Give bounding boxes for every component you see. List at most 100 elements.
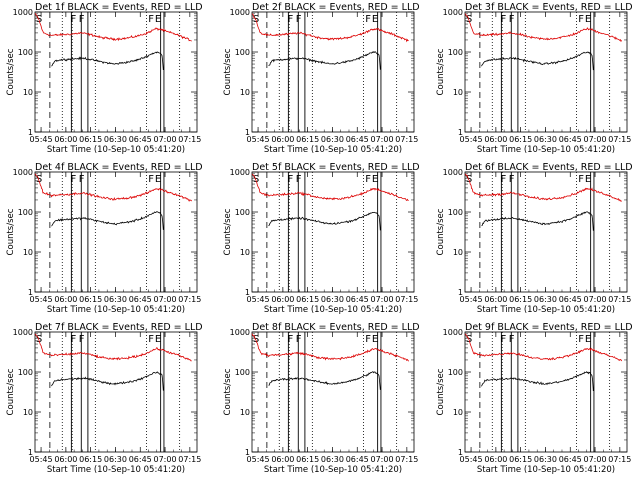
x-tick-label: 07:00 <box>584 295 607 304</box>
x-axis-label: Start Time (10-Sep-10 05:41:20) <box>47 305 185 315</box>
x-tick-label: 06:00 <box>54 135 77 144</box>
y-tick-label: 1000 <box>230 8 250 17</box>
panel-title: Det 5f BLACK = Events, RED = LLD <box>252 162 420 173</box>
flag-label: F <box>288 14 294 25</box>
series-line-lld <box>251 333 410 362</box>
series-line-events <box>481 371 594 392</box>
y-tick-label: 10 <box>240 408 250 417</box>
series-line-lld <box>34 333 192 362</box>
x-tick-label: 05:45 <box>30 455 53 464</box>
series-line-events <box>481 211 594 231</box>
panel-title: Det 8f BLACK = Events, RED = LLD <box>252 322 420 333</box>
x-tick-label: 06:45 <box>559 455 582 464</box>
x-axis-label: Start Time (10-Sep-10 05:41:20) <box>477 145 615 155</box>
panel-title: Det 7f BLACK = Events, RED = LLD <box>35 322 203 333</box>
flag-label: F <box>578 174 584 185</box>
x-tick-label: 07:00 <box>154 135 177 144</box>
y-tick-label: 10 <box>23 408 33 417</box>
y-tick-label: 1 <box>28 288 33 297</box>
x-tick-label: 06:00 <box>271 295 294 304</box>
plot-frame <box>251 171 415 293</box>
series-line-lld <box>251 13 409 43</box>
y-tick-label: 10 <box>240 248 250 257</box>
series-line-events <box>268 371 381 390</box>
plot-frame <box>464 11 628 133</box>
x-tick-label: 07:00 <box>371 295 394 304</box>
series-line-lld <box>464 333 623 362</box>
x-axis-label: Start Time (10-Sep-10 05:41:20) <box>47 145 185 155</box>
x-axis-label: Start Time (10-Sep-10 05:41:20) <box>264 305 402 315</box>
x-axis-label: Start Time (10-Sep-10 05:41:20) <box>264 465 402 475</box>
series-line-lld <box>34 173 193 202</box>
flag-label: F <box>501 334 507 345</box>
y-tick-label: 100 <box>448 48 463 57</box>
x-axis-label: Start Time (10-Sep-10 05:41:20) <box>47 465 185 475</box>
flag-label: E <box>155 334 161 345</box>
y-tick-label: 1 <box>28 128 33 137</box>
series-line-events <box>268 51 381 70</box>
x-axis-label: Start Time (10-Sep-10 05:41:20) <box>477 305 615 315</box>
plot-frame <box>34 11 198 133</box>
y-tick-label: 100 <box>18 48 33 57</box>
x-tick-label: 07:00 <box>154 295 177 304</box>
x-tick-label: 06:15 <box>509 135 532 144</box>
series-line-events <box>51 371 164 391</box>
x-tick-label: 05:45 <box>247 135 270 144</box>
x-tick-label: 07:00 <box>154 455 177 464</box>
y-axis-label: Counts/sec <box>6 48 16 95</box>
y-tick-label: 1 <box>245 128 250 137</box>
series-line-events <box>51 51 164 71</box>
x-tick-label: 06:15 <box>509 455 532 464</box>
plot-frame <box>34 331 198 453</box>
flag-label: E <box>585 174 591 185</box>
x-tick-label: 06:30 <box>534 455 557 464</box>
x-tick-label: 06:15 <box>79 455 102 464</box>
y-axis-label: Counts/sec <box>436 48 446 95</box>
flag-label: F <box>288 334 294 345</box>
x-tick-label: 05:45 <box>30 135 53 144</box>
flag-label: F <box>148 14 154 25</box>
y-axis-label: Counts/sec <box>436 368 446 415</box>
y-tick-label: 100 <box>235 208 250 217</box>
panel-title: Det 1f BLACK = Events, RED = LLD <box>35 2 203 13</box>
y-tick-label: 1000 <box>443 168 463 177</box>
x-tick-label: 05:45 <box>30 295 53 304</box>
y-tick-label: 10 <box>240 88 250 97</box>
x-tick-label: 05:45 <box>460 455 483 464</box>
flag-label: F <box>71 174 77 185</box>
y-tick-label: 1 <box>458 128 463 137</box>
x-tick-label: 07:15 <box>608 455 631 464</box>
y-tick-label: 10 <box>453 88 463 97</box>
x-tick-label: 06:30 <box>104 295 127 304</box>
plot-frame <box>34 171 198 293</box>
y-axis-label: Counts/sec <box>223 208 233 255</box>
y-axis-label: Counts/sec <box>6 208 16 255</box>
flag-label: E <box>155 14 161 25</box>
y-tick-label: 1 <box>458 288 463 297</box>
x-tick-label: 07:15 <box>395 135 418 144</box>
y-tick-label: 100 <box>448 368 463 377</box>
x-tick-label: 05:45 <box>460 295 483 304</box>
x-tick-label: 07:00 <box>371 135 394 144</box>
panel-title: Det 2f BLACK = Events, RED = LLD <box>252 2 420 13</box>
x-tick-label: 06:45 <box>346 135 369 144</box>
flag-label: E <box>585 14 591 25</box>
x-tick-label: 06:30 <box>534 135 557 144</box>
x-tick-label: 06:45 <box>346 455 369 464</box>
panel-title: Det 9f BLACK = Events, RED = LLD <box>465 322 633 333</box>
x-tick-label: 06:15 <box>296 295 319 304</box>
x-tick-label: 06:15 <box>296 135 319 144</box>
flag-label: E <box>372 334 378 345</box>
y-tick-label: 1000 <box>13 8 33 17</box>
flag-label: F <box>296 14 302 25</box>
flag-label: F <box>365 334 371 345</box>
x-tick-label: 05:45 <box>247 455 270 464</box>
x-tick-label: 07:15 <box>178 295 201 304</box>
flag-label: F <box>365 14 371 25</box>
flag-label: F <box>578 14 584 25</box>
flag-label: F <box>79 334 85 345</box>
x-tick-label: 06:30 <box>321 295 344 304</box>
x-tick-label: 05:45 <box>460 135 483 144</box>
y-tick-label: 100 <box>18 208 33 217</box>
x-tick-label: 07:15 <box>608 295 631 304</box>
